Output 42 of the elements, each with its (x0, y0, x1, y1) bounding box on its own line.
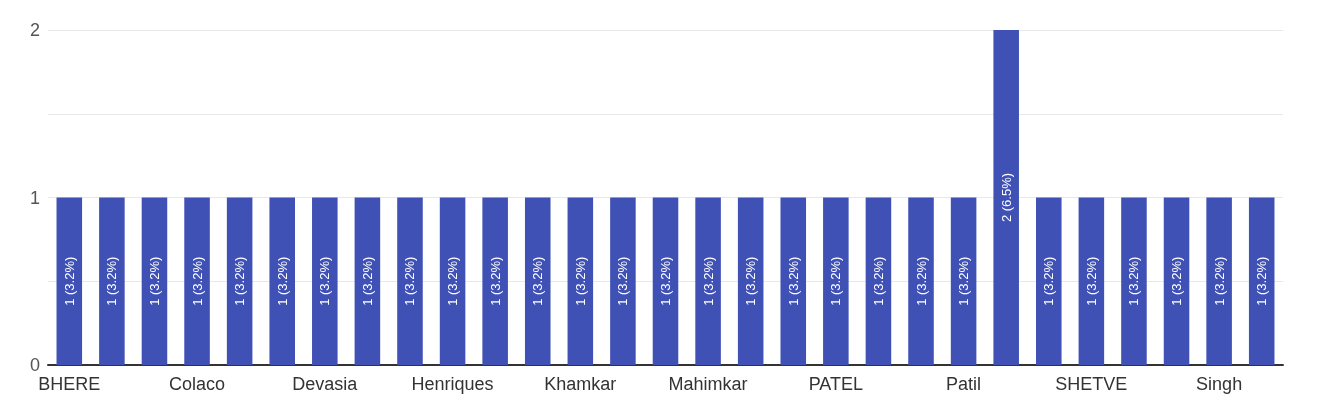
data-label: 1 (3.2%) (1211, 256, 1227, 306)
data-label: 1 (3.2%) (487, 256, 503, 306)
data-label: 1 (3.2%) (317, 256, 333, 306)
data-label: 1 (3.2%) (1254, 256, 1270, 306)
x-tick-label: Henriques (411, 374, 494, 394)
data-label: 1 (3.2%) (1083, 256, 1099, 306)
data-label: 1 (3.2%) (785, 256, 801, 306)
x-tick-label: Mahimkar (668, 374, 748, 394)
data-label: 1 (3.2%) (61, 256, 77, 306)
x-tick-label: PATEL (808, 374, 864, 394)
data-label: 1 (3.2%) (104, 256, 120, 306)
data-label: 1 (3.2%) (743, 256, 759, 306)
data-label: 1 (3.2%) (572, 256, 588, 306)
data-label: 1 (3.2%) (359, 256, 375, 306)
data-label: 1 (3.2%) (445, 256, 461, 306)
y-tick-label: 2 (29, 20, 40, 40)
data-label: 1 (3.2%) (956, 256, 972, 306)
x-tick-label: Khamkar (544, 374, 617, 394)
data-label: 1 (3.2%) (615, 256, 631, 306)
y-tick-label: 1 (29, 187, 40, 208)
data-label: 1 (3.2%) (1169, 256, 1185, 306)
data-label: 2 (6.5%) (998, 172, 1014, 223)
data-label: 1 (3.2%) (274, 256, 290, 306)
data-label: 1 (3.2%) (189, 256, 205, 306)
data-label: 1 (3.2%) (232, 256, 248, 306)
x-tick-label: Colaco (169, 374, 226, 394)
x-tick-label: Patil (946, 374, 982, 394)
data-label: 1 (3.2%) (1126, 256, 1142, 306)
data-label: 1 (3.2%) (870, 256, 886, 306)
data-label: 1 (3.2%) (913, 256, 929, 306)
data-label: 1 (3.2%) (658, 256, 673, 306)
y-tick-label: 0 (29, 355, 40, 375)
data-label: 1 (3.2%) (828, 256, 844, 306)
x-tick-label: Singh (1196, 374, 1243, 394)
data-label: 1 (3.2%) (530, 256, 546, 306)
x-tick-label: BHERE (38, 374, 101, 394)
data-label: 1 (3.2%) (146, 256, 162, 306)
x-tick-label: Devasia (292, 374, 359, 394)
data-label: 1 (3.2%) (402, 256, 418, 306)
data-label: 1 (3.2%) (700, 256, 716, 306)
x-tick-label: SHETVE (1055, 374, 1128, 394)
data-label: 1 (3.2%) (1041, 256, 1057, 306)
